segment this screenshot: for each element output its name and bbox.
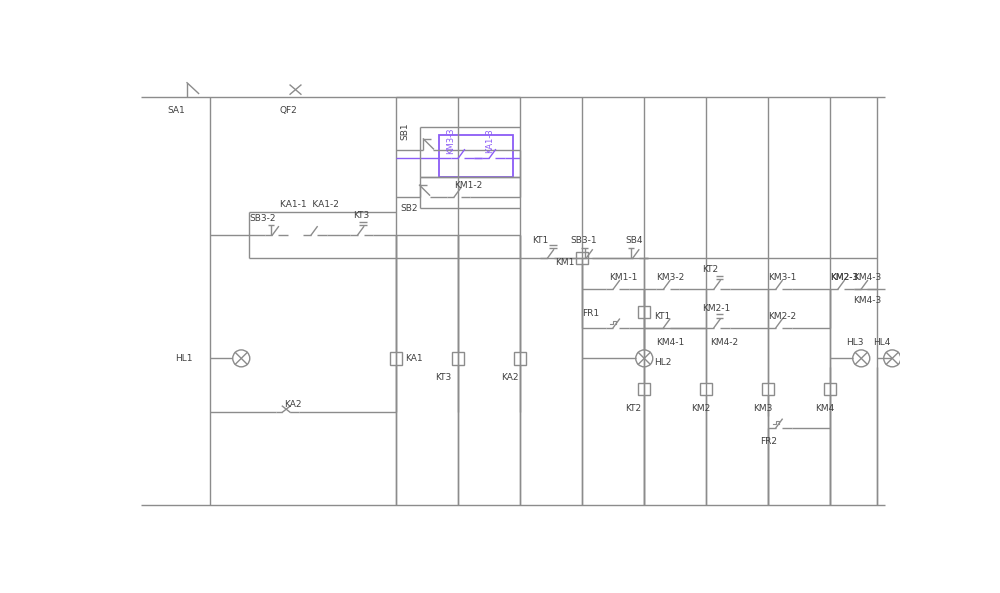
- Bar: [638, 306, 650, 318]
- Text: FR2: FR2: [761, 437, 778, 446]
- Text: HL2: HL2: [654, 358, 672, 366]
- Text: KA2: KA2: [284, 400, 301, 409]
- Text: SB3-2: SB3-2: [249, 213, 276, 223]
- Bar: [439, 135, 512, 177]
- Text: KT2: KT2: [625, 404, 641, 413]
- Text: KM1-1: KM1-1: [609, 273, 638, 282]
- Text: KA1-3: KA1-3: [485, 128, 494, 153]
- Text: KA2: KA2: [501, 373, 518, 382]
- Text: KT1: KT1: [532, 236, 548, 245]
- Bar: [638, 383, 650, 396]
- Text: HL4: HL4: [873, 339, 890, 347]
- Text: KM3-2: KM3-2: [656, 273, 684, 282]
- Text: KM2-3: KM2-3: [830, 273, 858, 282]
- Text: QF2: QF2: [280, 106, 298, 115]
- Text: KA1: KA1: [406, 354, 423, 363]
- Bar: [514, 352, 526, 365]
- Text: KM2-3: KM2-3: [830, 273, 858, 282]
- Text: KM4-2: KM4-2: [710, 339, 738, 347]
- Text: KM1-2: KM1-2: [454, 181, 483, 190]
- Bar: [576, 252, 588, 264]
- Text: FR1: FR1: [582, 309, 599, 318]
- Bar: [762, 383, 774, 396]
- Text: KT1: KT1: [654, 311, 671, 321]
- Text: HL1: HL1: [175, 354, 193, 363]
- Text: SB3-1: SB3-1: [571, 236, 597, 245]
- Text: HL3: HL3: [846, 339, 863, 347]
- Text: KM4: KM4: [815, 404, 834, 413]
- Text: KM3-3: KM3-3: [447, 127, 456, 154]
- Text: SA1: SA1: [168, 106, 185, 115]
- Text: KM3: KM3: [753, 404, 772, 413]
- Text: SB4: SB4: [625, 236, 642, 245]
- Text: KT2: KT2: [702, 265, 718, 275]
- Text: KM1: KM1: [555, 257, 574, 267]
- Text: KM4-3: KM4-3: [854, 273, 882, 282]
- Text: KM2-2: KM2-2: [768, 311, 796, 321]
- Text: KM4-1: KM4-1: [656, 339, 684, 347]
- Bar: [390, 352, 402, 365]
- Text: KM4-3: KM4-3: [854, 296, 882, 305]
- Text: KA1-1  KA1-2: KA1-1 KA1-2: [280, 200, 339, 209]
- Text: KT3: KT3: [354, 212, 370, 221]
- Text: KT3: KT3: [435, 373, 451, 382]
- Bar: [824, 383, 836, 396]
- Text: KM2: KM2: [691, 404, 710, 413]
- Text: KM3-1: KM3-1: [768, 273, 797, 282]
- Text: SB2: SB2: [400, 204, 418, 213]
- Text: KM2-1: KM2-1: [702, 304, 731, 313]
- Text: SB1: SB1: [400, 122, 409, 140]
- Bar: [700, 383, 712, 396]
- Bar: [452, 352, 464, 365]
